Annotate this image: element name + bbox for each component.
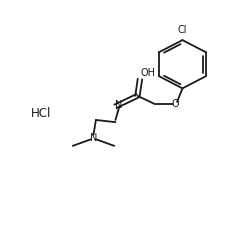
Text: N: N (116, 100, 123, 110)
Text: OH: OH (141, 68, 156, 78)
Text: HCl: HCl (30, 107, 51, 120)
Text: Cl: Cl (178, 25, 187, 35)
Text: N: N (90, 133, 97, 142)
Text: O: O (171, 99, 179, 109)
